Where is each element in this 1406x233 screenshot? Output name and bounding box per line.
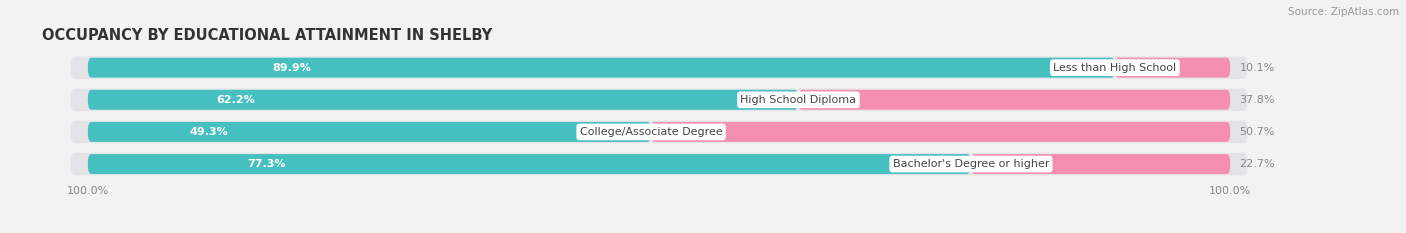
- FancyBboxPatch shape: [87, 122, 651, 142]
- Text: Source: ZipAtlas.com: Source: ZipAtlas.com: [1288, 7, 1399, 17]
- Text: 49.3%: 49.3%: [190, 127, 228, 137]
- FancyBboxPatch shape: [70, 56, 1247, 79]
- FancyBboxPatch shape: [87, 154, 972, 174]
- Text: 22.7%: 22.7%: [1240, 159, 1275, 169]
- Text: 89.9%: 89.9%: [273, 63, 312, 73]
- Text: Bachelor's Degree or higher: Bachelor's Degree or higher: [893, 159, 1049, 169]
- FancyBboxPatch shape: [651, 122, 1230, 142]
- FancyBboxPatch shape: [799, 90, 1230, 110]
- Text: College/Associate Degree: College/Associate Degree: [579, 127, 723, 137]
- Text: Less than High School: Less than High School: [1053, 63, 1177, 73]
- FancyBboxPatch shape: [972, 154, 1230, 174]
- FancyBboxPatch shape: [70, 89, 1247, 111]
- Text: OCCUPANCY BY EDUCATIONAL ATTAINMENT IN SHELBY: OCCUPANCY BY EDUCATIONAL ATTAINMENT IN S…: [42, 27, 492, 43]
- Text: 62.2%: 62.2%: [215, 95, 254, 105]
- FancyBboxPatch shape: [87, 122, 1230, 142]
- FancyBboxPatch shape: [1115, 58, 1230, 78]
- FancyBboxPatch shape: [87, 58, 1230, 78]
- Text: 37.8%: 37.8%: [1240, 95, 1275, 105]
- FancyBboxPatch shape: [87, 58, 1115, 78]
- Text: 50.7%: 50.7%: [1240, 127, 1275, 137]
- Text: High School Diploma: High School Diploma: [741, 95, 856, 105]
- FancyBboxPatch shape: [87, 154, 1230, 174]
- FancyBboxPatch shape: [70, 121, 1247, 143]
- FancyBboxPatch shape: [70, 153, 1247, 175]
- FancyBboxPatch shape: [87, 90, 1230, 110]
- FancyBboxPatch shape: [87, 90, 799, 110]
- Text: 77.3%: 77.3%: [247, 159, 285, 169]
- Text: 10.1%: 10.1%: [1240, 63, 1275, 73]
